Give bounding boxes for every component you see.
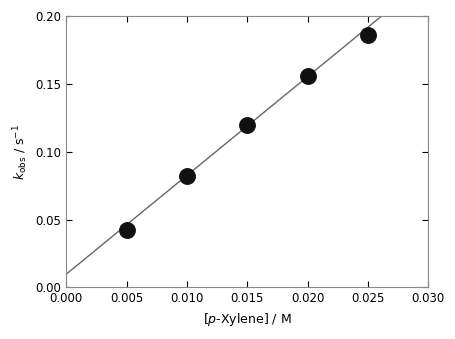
Point bbox=[183, 174, 190, 179]
Point bbox=[303, 73, 311, 79]
Point bbox=[243, 122, 250, 127]
Point bbox=[364, 33, 371, 38]
Point bbox=[123, 228, 130, 233]
X-axis label: [$\it{p}$-Xylene] / M: [$\it{p}$-Xylene] / M bbox=[202, 311, 291, 328]
Y-axis label: $k_\mathrm{obs}$ / s$^{-1}$: $k_\mathrm{obs}$ / s$^{-1}$ bbox=[11, 124, 30, 180]
